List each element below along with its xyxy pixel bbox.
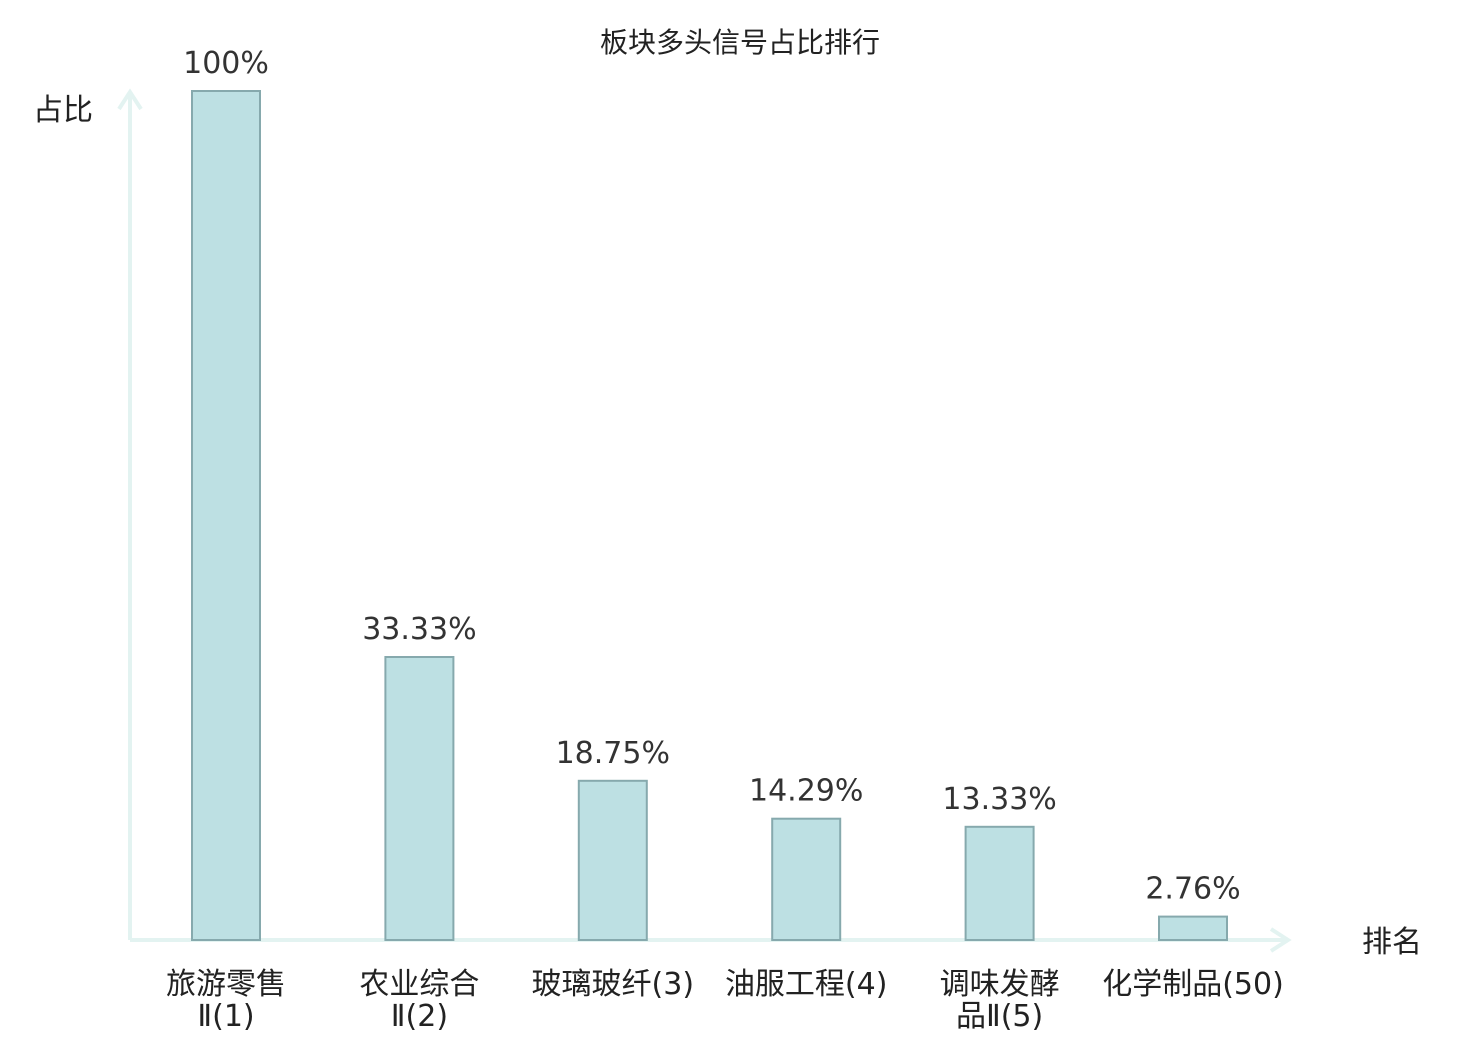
value-label-1: 100% [183,46,269,81]
category-label-1: 旅游零售 Ⅱ(1) [166,967,286,1034]
bar-2 [384,656,455,941]
bar-1 [191,90,261,941]
category-label-4-line-1: 油服工程(4) [725,967,888,1002]
bar-3 [577,779,648,941]
value-label-4: 14.29% [749,774,863,809]
y-axis-label: 占比 [33,93,93,128]
category-label-5-line-1: 调味发酵 [940,967,1060,1002]
category-label-2-line-1: 农业综合 [359,967,479,1002]
category-label-3: 玻璃玻纤(3) [532,967,695,1002]
bar-6 [1158,915,1228,941]
value-label-2: 33.33% [362,612,476,647]
category-label-2: 农业综合 Ⅱ(2) [359,967,479,1034]
category-label-4: 油服工程(4) [725,967,888,1002]
category-label-1-line-1: 旅游零售 [166,967,286,1002]
category-labels-group: 旅游零售 Ⅱ(1) 农业综合 Ⅱ(2) 玻璃玻纤(3) 油服工程(4) 调味发酵品Ⅱ(5) 化… [166,967,1284,1034]
bar-4 [771,817,842,942]
value-label-3: 18.75% [556,736,670,771]
bar-5 [964,825,1035,941]
value-label-6: 2.76% [1145,872,1240,907]
category-label-5: 调味发酵品Ⅱ(5) [940,967,1060,1034]
category-label-1-line-2: Ⅱ(1) [197,999,254,1034]
x-axis-arrow [1269,927,1292,953]
y-axis-arrow [117,88,143,111]
category-label-2-line-2: Ⅱ(2) [391,999,448,1034]
x-axis-label: 排名 [1362,925,1422,960]
category-label-3-line-1: 玻璃玻纤(3) [532,967,695,1002]
category-label-6: 化学制品(50) [1102,967,1284,1002]
category-label-5-line-2: 品Ⅱ(5) [956,999,1043,1034]
value-label-5: 13.33% [942,782,1056,817]
chart-title: 板块多头信号占比排行 [600,26,880,59]
category-label-6-line-1: 化学制品(50) [1102,967,1284,1002]
value-labels-group: 100% 33.33% 18.75% 14.29% 13.33% 2.76% [183,46,1241,907]
bars-group [191,90,1228,942]
